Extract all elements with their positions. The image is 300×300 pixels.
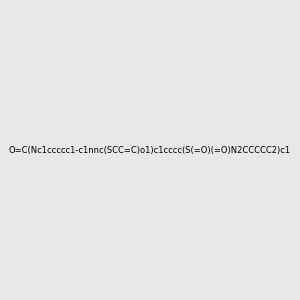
Text: O=C(Nc1ccccc1-c1nnc(SCC=C)o1)c1cccc(S(=O)(=O)N2CCCCC2)c1: O=C(Nc1ccccc1-c1nnc(SCC=C)o1)c1cccc(S(=O…: [9, 146, 291, 154]
